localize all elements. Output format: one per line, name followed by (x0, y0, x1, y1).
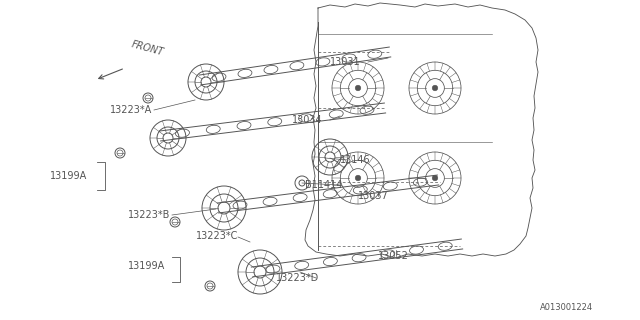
Text: 13199A: 13199A (50, 171, 87, 181)
Text: 13037: 13037 (358, 191, 388, 201)
Text: 13223*B: 13223*B (128, 210, 170, 220)
Text: 13223*A: 13223*A (110, 105, 152, 115)
Text: 13034: 13034 (292, 115, 323, 125)
Text: 13223*C: 13223*C (196, 231, 238, 241)
Text: A013001224: A013001224 (540, 303, 593, 313)
Text: 13052: 13052 (378, 251, 409, 261)
Text: B11414: B11414 (305, 180, 342, 190)
Text: FRONT: FRONT (130, 40, 164, 58)
Text: 13199A: 13199A (128, 261, 165, 271)
Text: 13146: 13146 (340, 155, 371, 165)
Circle shape (355, 175, 361, 181)
Circle shape (432, 85, 438, 91)
Text: 13223*D: 13223*D (276, 273, 319, 283)
Circle shape (432, 175, 438, 181)
Text: 13031: 13031 (330, 57, 360, 67)
Circle shape (355, 85, 361, 91)
